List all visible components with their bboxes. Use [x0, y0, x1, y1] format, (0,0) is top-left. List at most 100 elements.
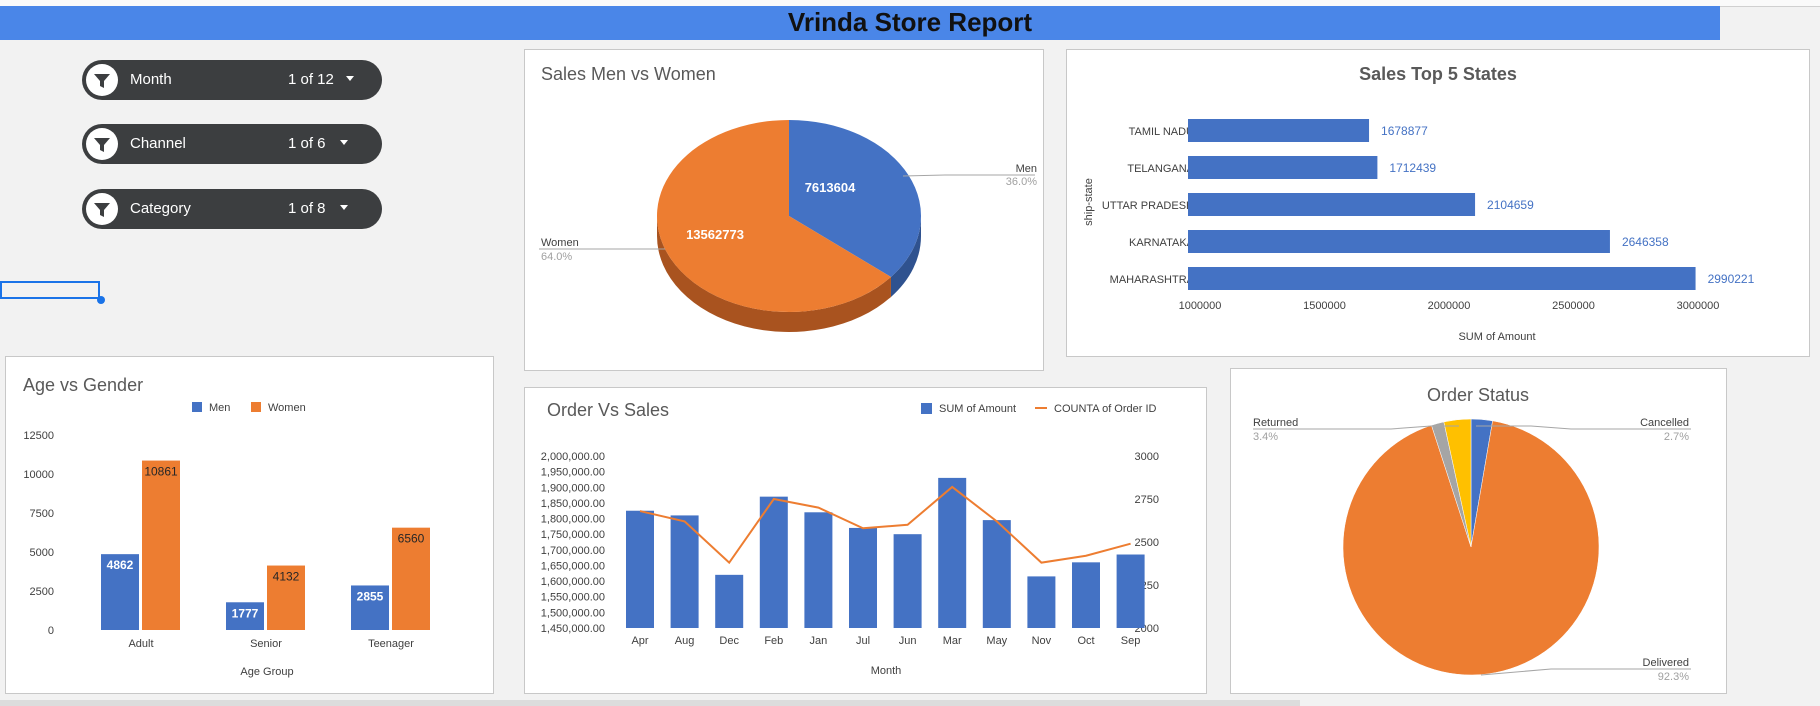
tick-label: Nov	[1032, 635, 1052, 647]
order-sales-chart: Order Vs Sales Month 1,450,000.00 1,500,0…	[541, 400, 1159, 677]
slicer-channel[interactable]: Channel 1 of 6	[82, 124, 382, 164]
states-bar-card: Sales Top 5 States ship-state SUM of Amo…	[1066, 49, 1810, 357]
pie-slice-side-women	[657, 216, 891, 333]
bar-amount-jul	[849, 527, 877, 628]
age-gender-chart: Age vs Gender Age Group 0 2500 5000 7500 100…	[23, 375, 430, 678]
filter-icon	[86, 64, 118, 96]
tick-label: 1,550,000.00	[541, 592, 605, 604]
bar-amount-may	[982, 520, 1011, 628]
fill-handle[interactable]	[97, 296, 105, 304]
callout-line	[1476, 425, 1691, 430]
slicer-label: Category	[130, 200, 191, 217]
tick-label: TAMIL NADU	[1129, 126, 1194, 138]
slicer-month[interactable]: Month 1 of 12	[82, 60, 382, 100]
data-label: 10861	[144, 465, 178, 479]
order-sales-card: Order Vs Sales Month 1,450,000.00 1,500,0…	[524, 387, 1207, 694]
x-axis-label: Month	[871, 665, 902, 677]
data-label: 4862	[107, 558, 134, 572]
bar-amount-apr	[626, 510, 654, 628]
tick-label: 5000	[30, 547, 54, 559]
gender-pie-card: Sales Men vs Women 7613604 13562773 Men 36.…	[524, 49, 1044, 371]
slicer-value: 1 of 6	[288, 135, 326, 152]
callout-line	[902, 174, 1035, 177]
data-label: 1712439	[1389, 161, 1436, 175]
tick-label: Jul	[856, 635, 870, 647]
slicer-label: Month	[130, 71, 172, 88]
line-order-count	[639, 485, 1131, 565]
tick-label: Apr	[631, 635, 648, 647]
legend-swatch	[921, 403, 932, 414]
bar-men-adult	[101, 554, 139, 630]
chevron-down-icon	[340, 140, 348, 145]
tick-label: 2500	[30, 586, 54, 598]
data-label: 6560	[398, 532, 425, 546]
callout-percent: 2.7%	[1664, 431, 1689, 443]
tick-label: 1,750,000.00	[541, 529, 605, 541]
tick-label: 1,850,000.00	[541, 498, 605, 510]
chevron-down-icon	[346, 76, 354, 81]
order-status-card: Order Status Cancelled 2.7% Returned 3.4% De…	[1230, 368, 1727, 694]
bar-men-senior	[226, 602, 264, 630]
tick-label: UTTAR PRADESH	[1102, 200, 1194, 212]
bar-amount-jun	[893, 534, 922, 628]
tick-label: 1,500,000.00	[541, 607, 605, 619]
tick-label: May	[986, 635, 1007, 647]
tick-label: MAHARASHTRA	[1110, 274, 1195, 286]
chart-title: Age vs Gender	[23, 375, 143, 395]
tick-label: Feb	[764, 635, 783, 647]
legend-label: Women	[268, 402, 306, 414]
states-bar-chart: Sales Top 5 States ship-state SUM of Amo…	[1083, 64, 1755, 343]
data-label: 2104659	[1487, 198, 1534, 212]
data-label: 2855	[357, 589, 384, 603]
chart-title: Order Status	[1427, 385, 1529, 405]
chart-title: Order Vs Sales	[547, 400, 669, 420]
tick-label: 2750	[1135, 494, 1159, 506]
pie-slice-side-men	[890, 216, 921, 297]
age-gender-card: Age vs Gender Age Group 0 2500 5000 7500 100…	[5, 356, 494, 694]
tick-label: 2,000,000.00	[541, 451, 605, 463]
tick-label: 1,700,000.00	[541, 545, 605, 557]
legend-swatch	[192, 402, 202, 412]
pie-slice-returned	[1443, 418, 1472, 548]
gender-pie-chart: Sales Men vs Women 7613604 13562773 Men36.…	[539, 64, 1037, 333]
slicer-category[interactable]: Category 1 of 8	[82, 189, 382, 229]
chart-title: Sales Men vs Women	[541, 64, 716, 84]
tick-label: Jan	[810, 635, 828, 647]
tick-label: 12500	[23, 430, 54, 442]
callout-percent: 3.4%	[1253, 431, 1278, 443]
tick-label: 10000	[23, 469, 54, 481]
tick-label: Dec	[719, 635, 739, 647]
y-axis-label: ship-state	[1083, 178, 1095, 226]
order-status-chart: Order Status Cancelled 2.7% Returned 3.4% De…	[1253, 385, 1691, 683]
tick-label: 1000000	[1179, 300, 1222, 312]
tick-label: KARNATAKA	[1129, 237, 1195, 249]
x-axis-label: Age Group	[240, 666, 293, 678]
tick-label: 3000000	[1677, 300, 1720, 312]
callout-line	[1253, 425, 1459, 430]
bar-telangana	[1188, 156, 1378, 179]
data-label: 13562773	[686, 227, 744, 242]
tick-label: 1,650,000.00	[541, 560, 605, 572]
slicer-value: 1 of 12	[288, 71, 334, 88]
callout-line	[1480, 668, 1691, 676]
tick-label: 1,800,000.00	[541, 514, 605, 526]
callout-name: Delivered	[1643, 657, 1689, 669]
tick-label: Senior	[250, 638, 282, 650]
callout-percent: 36.0%	[1006, 176, 1037, 188]
callout-percent: 64.0%	[541, 251, 572, 263]
tick-label: 1,950,000.00	[541, 467, 605, 479]
pie-slice-delivered	[1342, 420, 1600, 676]
bar-karnataka	[1188, 230, 1610, 253]
filter-icon	[86, 128, 118, 160]
bar-women-senior	[267, 565, 305, 630]
horizontal-scrollbar[interactable]	[0, 700, 1300, 706]
tick-label: 1500000	[1303, 300, 1346, 312]
bar-amount-sep	[1116, 554, 1145, 628]
chart-title: Sales Top 5 States	[1359, 64, 1517, 84]
data-label: 2646358	[1622, 235, 1669, 249]
callout-name: Men	[1016, 163, 1037, 175]
bar-men-teenager	[351, 585, 389, 630]
tick-label: Adult	[128, 638, 153, 650]
selected-cell[interactable]	[0, 281, 100, 299]
data-label: 7613604	[805, 180, 856, 195]
